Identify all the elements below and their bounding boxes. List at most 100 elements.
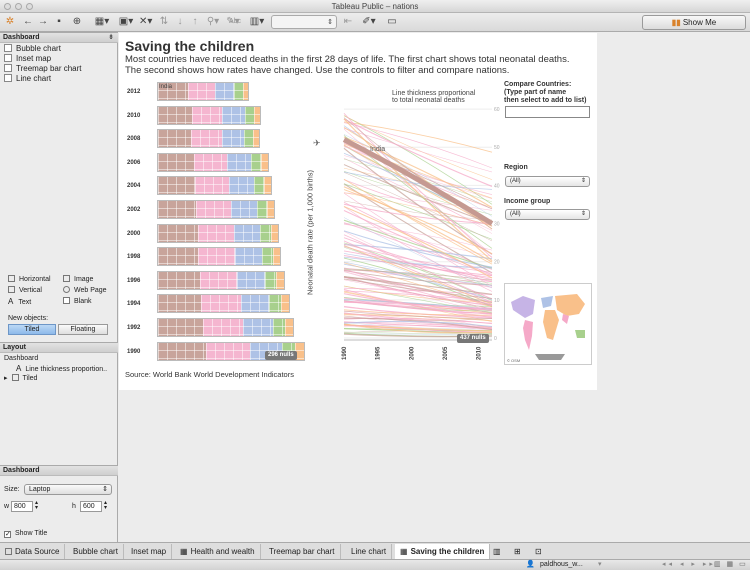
sheet-item-inset-map[interactable]: Inset map — [4, 54, 51, 64]
treemap-segment[interactable] — [272, 319, 285, 336]
width-input[interactable]: 800 — [11, 501, 33, 512]
country-line[interactable] — [343, 315, 493, 321]
tab-saving-the-children[interactable]: ▦ Saving the children — [395, 544, 491, 559]
treemap-segment[interactable] — [194, 153, 228, 171]
height-stepper[interactable]: ▴ ▾ — [104, 500, 108, 511]
treemap-segment[interactable] — [187, 83, 215, 100]
treemap-segment[interactable] — [158, 153, 195, 171]
treemap-segment[interactable] — [158, 177, 196, 195]
country-line[interactable] — [343, 192, 493, 287]
country-line[interactable] — [343, 271, 493, 310]
treemap-segment[interactable] — [242, 83, 248, 100]
treemap-bar[interactable] — [157, 105, 261, 125]
line-nulls-badge[interactable]: 437 nulls — [457, 334, 489, 343]
country-line[interactable] — [343, 310, 493, 319]
treemap-bar[interactable] — [157, 152, 269, 172]
close-window-button[interactable] — [4, 3, 11, 10]
income-group-dropdown[interactable]: (All) ⇕ — [505, 209, 590, 220]
country-line[interactable] — [343, 230, 493, 268]
tab-data-source[interactable]: Data Source — [0, 544, 66, 559]
treemap-segment[interactable] — [231, 201, 257, 218]
pane-menu-icon[interactable]: ⇟ — [108, 34, 114, 41]
treemap-bar[interactable] — [157, 200, 275, 219]
treemap-segment[interactable] — [191, 106, 223, 124]
country-line[interactable] — [343, 275, 493, 303]
back-icon[interactable]: ← — [23, 16, 33, 27]
new-data-source-icon[interactable]: ⊕ — [72, 16, 82, 27]
minimize-window-button[interactable] — [15, 3, 22, 10]
new-story-tab-icon[interactable]: ⊡ — [535, 547, 542, 556]
new-worksheet-tab-icon[interactable]: ▥ — [493, 547, 501, 556]
treemap-segment[interactable] — [202, 319, 244, 336]
country-line[interactable] — [343, 320, 493, 328]
treemap-segment[interactable] — [158, 130, 192, 148]
treemap-segment[interactable] — [198, 248, 235, 266]
pin-icon[interactable]: ✈ — [313, 138, 321, 148]
size-dropdown[interactable]: Laptop ⇕ — [24, 484, 112, 495]
country-line[interactable] — [343, 145, 493, 196]
tiled-button[interactable]: Tiled — [8, 324, 56, 335]
inset-map[interactable]: © OSM — [504, 283, 592, 365]
treemap-segment[interactable] — [233, 224, 260, 242]
treemap-segment[interactable] — [272, 248, 280, 266]
tab-line-chart[interactable]: Line chart — [346, 544, 393, 559]
treemap-segment[interactable] — [244, 106, 254, 124]
treemap-segment[interactable] — [191, 130, 222, 148]
treemap-bar[interactable] — [157, 223, 279, 243]
treemap-segment[interactable] — [259, 224, 271, 242]
treemap-segment[interactable] — [196, 201, 232, 218]
treemap-segment[interactable] — [295, 342, 304, 360]
country-line[interactable] — [343, 144, 493, 234]
sort-descending-icon[interactable]: ↑ — [192, 16, 198, 27]
treemap-segment[interactable] — [197, 224, 234, 242]
treemap-segment[interactable] — [158, 342, 207, 360]
treemap-segment[interactable] — [158, 224, 198, 242]
treemap-bar[interactable] — [157, 341, 305, 361]
pen-icon[interactable]: ✐▾ — [362, 16, 376, 27]
country-line[interactable] — [343, 136, 493, 208]
layout-item-dashboard[interactable]: Dashboard — [4, 355, 39, 362]
treemap-segment[interactable] — [234, 83, 243, 100]
treemap-segment[interactable] — [158, 106, 192, 124]
country-line[interactable] — [343, 206, 493, 292]
treemap-segment[interactable] — [251, 153, 262, 171]
treemap-segment[interactable] — [158, 83, 188, 100]
country-line[interactable] — [343, 271, 493, 312]
tab-health-and-wealth[interactable]: ▦ Health and wealth — [175, 544, 261, 559]
country-line[interactable] — [343, 261, 493, 286]
new-dashboard-tab-icon[interactable]: ⊞ — [514, 547, 521, 556]
forward-icon[interactable]: → — [38, 16, 48, 27]
treemap-segment[interactable] — [252, 130, 259, 148]
treemap-segment[interactable] — [195, 177, 230, 195]
treemap-segment[interactable] — [253, 106, 260, 124]
treemap-segment[interactable] — [199, 271, 238, 289]
country-line[interactable] — [343, 262, 493, 308]
country-line[interactable] — [343, 186, 493, 263]
object-text[interactable]: A Text — [8, 297, 31, 307]
tab-bubble-chart[interactable]: Bubble chart — [68, 544, 124, 559]
height-input[interactable]: 600 — [80, 501, 102, 512]
treemap-segment[interactable] — [158, 271, 200, 289]
floating-button[interactable]: Floating — [58, 324, 108, 335]
layout-item-text[interactable]: A Line thickness proportion.. — [16, 364, 116, 374]
treemap-segment[interactable] — [214, 83, 235, 100]
object-web-page[interactable]: Web Page — [63, 286, 107, 296]
object-vertical[interactable]: Vertical — [8, 286, 42, 296]
country-line[interactable] — [343, 287, 493, 296]
country-line[interactable] — [343, 172, 493, 242]
treemap-segment[interactable] — [265, 271, 277, 289]
show-title-checkbox-row[interactable]: ✓ Show Title — [4, 529, 47, 539]
fit-dropdown[interactable]: ⇕ — [271, 15, 337, 29]
country-line[interactable] — [343, 278, 493, 299]
country-line[interactable] — [343, 270, 493, 286]
new-worksheet-icon[interactable]: ▦▾ — [94, 16, 110, 27]
country-line[interactable] — [343, 122, 493, 169]
duplicate-sheet-icon[interactable]: ▣▾ — [118, 16, 134, 27]
country-line[interactable] — [343, 126, 493, 230]
treemap-segment[interactable] — [276, 271, 284, 289]
link-icon[interactable]: ⚲▾ — [206, 16, 220, 27]
treemap-segment[interactable] — [243, 319, 273, 336]
sheet-item-line-chart[interactable]: Line chart — [4, 74, 51, 84]
treemap-segment[interactable] — [281, 295, 289, 313]
country-line[interactable] — [343, 257, 493, 308]
